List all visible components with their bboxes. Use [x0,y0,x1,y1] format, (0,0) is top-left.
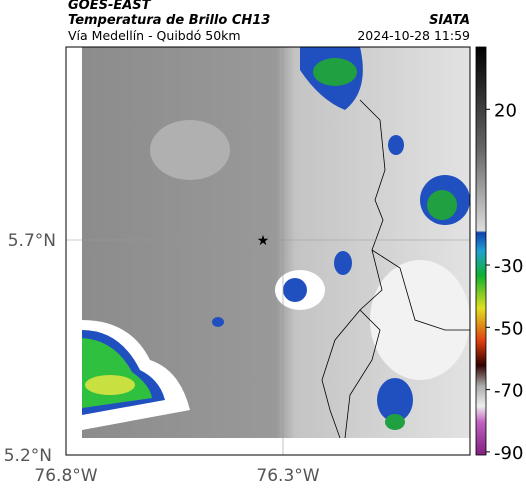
map-frame [65,46,471,456]
datetime: 2024-10-28 11:59 [357,28,470,43]
location-marker: ★ [257,233,270,249]
colorbar-tick-label: -70 [494,381,523,402]
lat-label: 5.2°N [4,446,52,466]
lat-label: 5.7°N [8,231,56,251]
source: SIATA [429,13,470,28]
colorbar-tick-label: 20 [494,100,517,121]
colorbar-tick-label: -90 [494,443,523,464]
colorbar [475,46,487,456]
colorbar-tick-label: -30 [494,256,523,277]
colorbar-tick-label: -50 [494,318,523,339]
title: GOES-EAST [68,0,152,13]
satellite-image [82,47,470,439]
lon-label: 76.3°W [256,466,319,486]
subtitle: Temperatura de Brillo CH13 [68,13,270,28]
lon-label: 76.8°W [34,466,97,486]
location: Vía Medellín - Quibdó 50km [68,28,241,43]
colorbar-ticks: 20 -30 -50 -70 -90 [486,100,523,464]
